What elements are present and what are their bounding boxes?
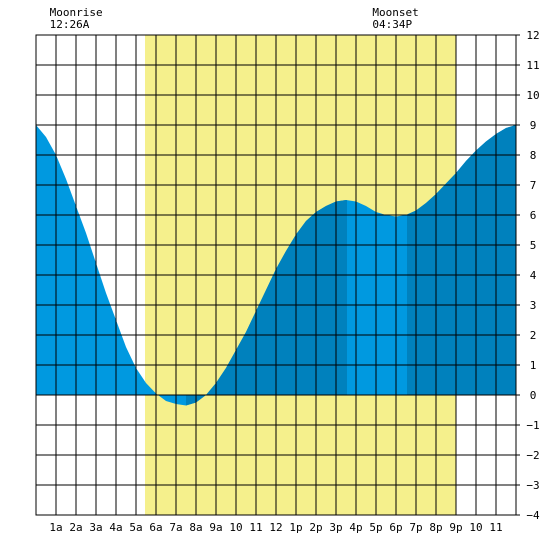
y-tick-label: −4: [526, 509, 540, 522]
y-tick-label: −3: [526, 479, 539, 492]
x-tick-label: 6a: [149, 521, 162, 534]
grid-layer: [35, 34, 517, 516]
x-tick-label: 10: [469, 521, 482, 534]
x-tick-label: 4a: [109, 521, 122, 534]
x-tick-label: 7p: [409, 521, 422, 534]
y-tick-label: 3: [530, 299, 537, 312]
x-tick-label: 1a: [49, 521, 62, 534]
x-tick-label: 8a: [189, 521, 202, 534]
y-tick-label: −2: [526, 449, 539, 462]
y-tick-label: 11: [526, 59, 539, 72]
x-tick-label: 11: [249, 521, 262, 534]
x-tick-label: 7a: [169, 521, 182, 534]
y-tick-label: 7: [530, 179, 537, 192]
annotation-time: 12:26A: [50, 18, 90, 31]
x-tick-label: 12: [269, 521, 282, 534]
x-tick-label: 2a: [69, 521, 82, 534]
x-tick-label: 6p: [389, 521, 402, 534]
y-tick-label: 5: [530, 239, 537, 252]
x-tick-label: 2p: [309, 521, 322, 534]
y-tick-label: −1: [526, 419, 539, 432]
y-tick-label: 0: [530, 389, 537, 402]
annotation-label: Moonrise: [50, 6, 103, 19]
x-tick-label: 3a: [89, 521, 102, 534]
y-tick-label: 12: [526, 29, 539, 42]
y-tick-label: 8: [530, 149, 537, 162]
annotation-label: Moonset: [372, 6, 418, 19]
x-tick-label: 9p: [449, 521, 462, 534]
x-tick-label: 11: [489, 521, 502, 534]
y-tick-label: 9: [530, 119, 537, 132]
y-tick-label: 1: [530, 359, 537, 372]
x-tick-label: 3p: [329, 521, 342, 534]
x-tick-label: 10: [229, 521, 242, 534]
x-tick-label: 1p: [289, 521, 302, 534]
x-tick-label-layer: 1a 2a 3a 4a 5a 6a 7a 8a 9a 10 11 12 1p 2p 3p 4p 5p 6p 7p 8p…: [49, 521, 502, 534]
y-tick-label: 10: [526, 89, 539, 102]
y-tick-label: 6: [530, 209, 537, 222]
x-tick-label: 5a: [129, 521, 142, 534]
x-tick-label: 5p: [369, 521, 382, 534]
y-tick-label: 2: [530, 329, 537, 342]
x-tick-label: 8p: [429, 521, 442, 534]
y-tick-label: 4: [530, 269, 537, 282]
x-tick-label: 9a: [209, 521, 222, 534]
annotation-time: 04:34P: [372, 18, 412, 31]
x-tick-label: 4p: [349, 521, 362, 534]
